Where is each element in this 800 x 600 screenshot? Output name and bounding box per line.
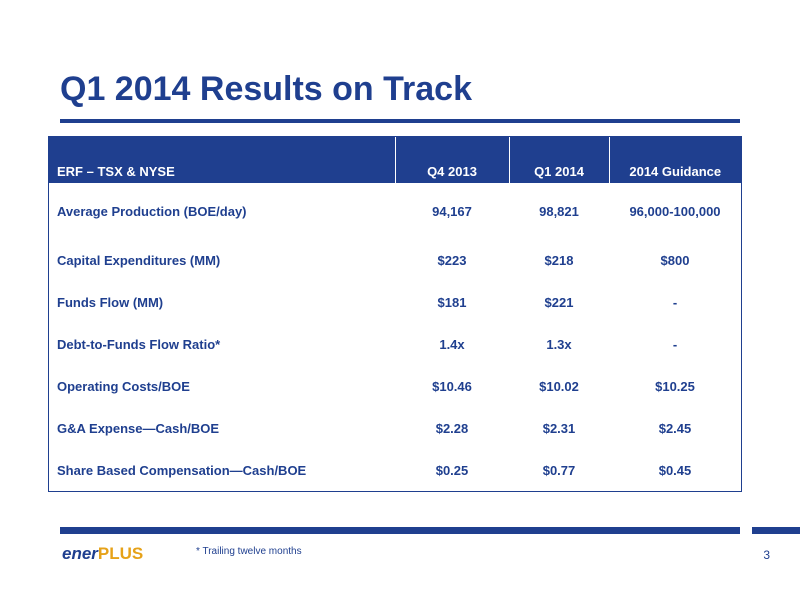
table-row: Share Based Compensation—Cash/BOE $0.25 … xyxy=(49,449,741,491)
cell-q4-2013: $0.25 xyxy=(435,462,469,478)
header-q4-2013: Q4 2013 xyxy=(394,137,509,183)
cell-q1-2014: $10.02 xyxy=(539,378,579,394)
row-label: Share Based Compensation—Cash/BOE xyxy=(57,462,307,478)
cell-q4-2013: $181 xyxy=(437,294,467,310)
slide-title: Q1 2014 Results on Track xyxy=(60,70,472,108)
logo-text-ener: ener xyxy=(62,544,98,563)
row-label: Funds Flow (MM) xyxy=(57,294,164,310)
footer-divider xyxy=(60,527,740,534)
footer-divider-right xyxy=(752,527,800,534)
cell-q1-2014: $218 xyxy=(544,252,574,268)
table-row: Capital Expenditures (MM) $223 $218 $800 xyxy=(49,239,741,281)
header-2014-guidance: 2014 Guidance xyxy=(608,137,741,183)
cell-guidance: $800 xyxy=(660,252,690,268)
cell-guidance: $10.25 xyxy=(655,378,695,394)
cell-q4-2013: $10.46 xyxy=(432,378,472,394)
cell-guidance: 96,000-100,000 xyxy=(629,203,721,219)
cell-q1-2014: 1.3x xyxy=(546,336,572,352)
cell-q4-2013: 1.4x xyxy=(439,336,465,352)
title-divider xyxy=(60,119,740,123)
page-number: 3 xyxy=(763,548,770,562)
enerplus-logo: enerPLUS xyxy=(62,544,143,564)
results-table: ERF – TSX & NYSE Q4 2013 Q1 2014 2014 Gu… xyxy=(49,137,741,491)
header-exchange: ERF – TSX & NYSE xyxy=(49,137,395,183)
row-label: G&A Expense—Cash/BOE xyxy=(57,420,220,436)
cell-guidance: - xyxy=(672,294,678,310)
cell-guidance: $0.45 xyxy=(658,462,692,478)
row-label: Operating Costs/BOE xyxy=(57,378,190,394)
cell-guidance: $2.45 xyxy=(658,420,692,436)
header-q1-2014: Q1 2014 xyxy=(508,137,609,183)
row-label: Capital Expenditures (MM) xyxy=(57,252,221,268)
cell-guidance: - xyxy=(672,336,678,352)
cell-q4-2013: $223 xyxy=(437,252,467,268)
row-label: Average Production (BOE/day) xyxy=(57,203,247,219)
table-row: Average Production (BOE/day) 94,167 98,8… xyxy=(49,183,741,239)
cell-q4-2013: 94,167 xyxy=(432,203,472,219)
table-row: Funds Flow (MM) $181 $221 - xyxy=(49,281,741,323)
cell-q1-2014: $0.77 xyxy=(542,462,576,478)
table-row: G&A Expense—Cash/BOE $2.28 $2.31 $2.45 xyxy=(49,407,741,449)
results-table-container: ERF – TSX & NYSE Q4 2013 Q1 2014 2014 Gu… xyxy=(48,136,742,492)
cell-q1-2014: $2.31 xyxy=(542,420,576,436)
table-row: Debt-to-Funds Flow Ratio* 1.4x 1.3x - xyxy=(49,323,741,365)
cell-q1-2014: $221 xyxy=(544,294,574,310)
row-label: Debt-to-Funds Flow Ratio* xyxy=(57,336,221,352)
logo-text-plus: PLUS xyxy=(97,544,144,563)
cell-q1-2014: 98,821 xyxy=(539,203,579,219)
cell-q4-2013: $2.28 xyxy=(435,420,469,436)
table-row: Operating Costs/BOE $10.46 $10.02 $10.25 xyxy=(49,365,741,407)
footnote: * Trailing twelve months xyxy=(196,546,302,557)
table-header-row: ERF – TSX & NYSE Q4 2013 Q1 2014 2014 Gu… xyxy=(49,137,741,183)
